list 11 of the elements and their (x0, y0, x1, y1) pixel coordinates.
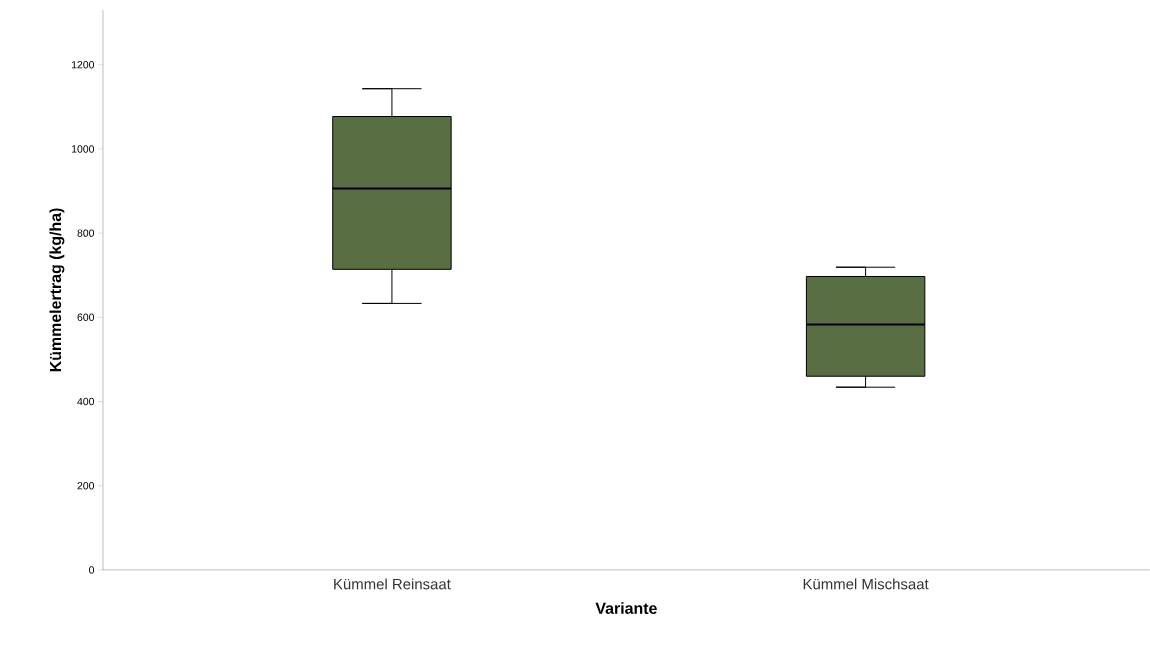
y-tick-label: 1000 (72, 145, 95, 153)
y-tick-label: 0 (89, 566, 95, 574)
y-tick-label: 1200 (72, 61, 95, 69)
x-tick-label: Kümmel Mischsaat (803, 578, 929, 590)
y-tick-label: 200 (77, 482, 95, 490)
x-axis-title: Variante (595, 602, 657, 614)
y-tick-label: 600 (77, 313, 95, 322)
y-tick-label: 400 (77, 397, 95, 406)
x-tick-label: Kümmel Reinsaat (334, 578, 451, 590)
y-tick-label: 800 (77, 229, 95, 237)
y-axis-title: Kümmelertrag (kg/ha) (49, 208, 65, 372)
